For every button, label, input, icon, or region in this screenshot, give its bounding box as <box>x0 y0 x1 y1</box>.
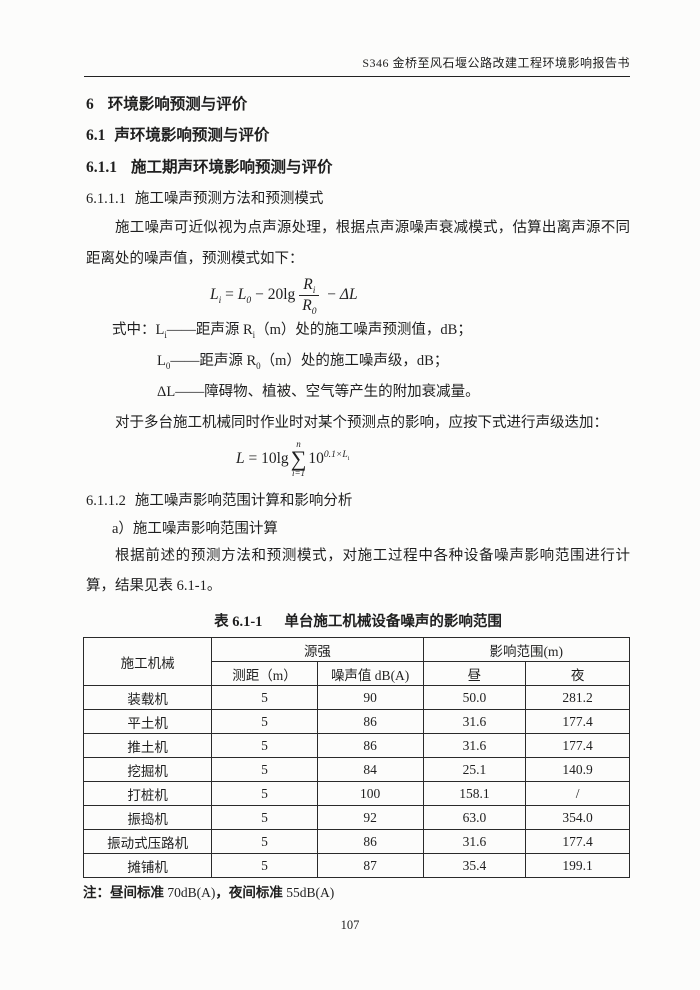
table-row: 振捣机 5 92 63.0 354.0 <box>82 805 630 830</box>
where-line-li: 式中：Li——距声源 Ri（m）处的施工噪声预测值，dB； <box>112 322 472 340</box>
header-range-group: 影响范围(m) <box>422 637 631 662</box>
heading-number: 6 <box>86 96 94 113</box>
header-distance: 测距（m） <box>211 661 318 686</box>
heading-6-1-1-1: 6.1.1.1 施工噪声预测方法和预测模式 <box>86 187 630 208</box>
table-caption-text: 单台施工机械设备噪声的影响范围 <box>284 614 502 630</box>
where-line-delta: ΔL——障碍物、植被、空气等产生的附加衰减量。 <box>157 384 480 400</box>
table-row: 打桩机 5 100 158.1/ <box>82 781 630 806</box>
heading-text: 施工期声环境影响预测与评价 <box>131 159 333 176</box>
heading-text: 施工噪声预测方法和预测模式 <box>134 191 324 207</box>
table-caption: 表 6.1-1 单台施工机械设备噪声的影响范围 <box>86 610 630 631</box>
table-note: 注：昼间标准 70dB(A)，夜间标准 55dB(A) <box>83 885 335 900</box>
heading-6-1: 6.1 声环境影响预测与评价 <box>86 123 630 145</box>
table-row: 平土机 5 86 31.6 177.4 <box>82 709 630 734</box>
heading-6: 6 环境影响预测与评价 <box>86 92 630 114</box>
heading-6-1-1: 6.1.1 施工期声环境影响预测与评价 <box>86 155 630 177</box>
heading-text: 施工噪声影响范围计算和影响分析 <box>134 493 353 509</box>
heading-number: 6.1.1.1 <box>86 191 126 207</box>
table-row: 摊铺机 5 87 35.4 199.1 <box>82 853 630 878</box>
heading-6-1-1-2: 6.1.1.2 施工噪声影响范围计算和影响分析 <box>86 489 630 510</box>
table-row: 振动式压路机 5 86 31.6 177.4 <box>82 829 630 854</box>
header-title: S346 金桥至风石堰公路改建工程环境影响报告书 <box>362 56 630 70</box>
sigma-symbol: n ∑ i=1 <box>290 439 307 478</box>
table-row: 装载机 5 90 50.0 281.2 <box>82 685 630 710</box>
heading-text: 声环境影响预测与评价 <box>114 127 270 144</box>
header-day: 昼 <box>422 661 527 686</box>
table-caption-label: 表 6.1-1 <box>214 614 263 630</box>
heading-number: 6.1.1 <box>86 159 117 176</box>
table-header-row-groups: 施工机械 源强 影响范围(m) <box>82 637 631 686</box>
formula-noise-attenuation: Li = L0 − 20lg Ri R0 − ΔL <box>210 275 358 317</box>
heading-text: 环境影响预测与评价 <box>107 96 248 113</box>
table-row: 挖掘机 5 84 25.1 140.9 <box>82 757 630 782</box>
table-row: 推土机 5 86 31.6 177.4 <box>82 733 630 758</box>
heading-number: 6.1 <box>86 127 106 144</box>
page-number: 107 <box>340 918 360 932</box>
table-header-row-subs: 测距（m） 噪声值 dB(A) 昼 夜 <box>84 661 630 686</box>
formula-superposition: L = 10lg n ∑ i=1 100.1×Li <box>236 439 350 478</box>
header-noise: 噪声值 dB(A) <box>316 661 424 686</box>
delta-term: ΔL <box>339 286 358 303</box>
fraction: Ri R0 <box>299 276 320 316</box>
list-item-a: a）施工噪声影响范围计算 <box>112 521 278 537</box>
paragraph-superposition: 对于多台施工机械同时作业时对某个预测点的影响，应按下式进行声级迭加： <box>115 415 608 431</box>
noise-impact-table: 施工机械 源强 影响范围(m) 测距（m） 噪声值 dB(A) 昼 夜 装载机 5… <box>82 637 631 878</box>
heading-number: 6.1.1.2 <box>86 493 126 509</box>
paragraph-calculation: 根据前述的预测方法和预测模式，对施工过程中各种设备噪声影响范围进行计算，结果见表… <box>86 548 630 594</box>
page-header: S346 金桥至风石堰公路改建工程环境影响报告书 <box>84 54 630 77</box>
paragraph-intro: 施工噪声可近似视为点声源处理，根据点声源噪声衰减模式，估算出离声源不同距离处的噪… <box>86 220 630 267</box>
formula-lhs: Li <box>210 286 222 307</box>
header-night: 夜 <box>525 661 630 686</box>
where-list: 式中：Li——距声源 Ri（m）处的施工噪声预测值，dB； L0——距声源 R0… <box>86 315 630 408</box>
where-line-l0: L0——距声源 R0（m）处的施工噪声级，dB； <box>157 353 449 371</box>
header-source-group: 源强 <box>211 637 424 662</box>
header-machine: 施工机械 <box>82 637 213 686</box>
